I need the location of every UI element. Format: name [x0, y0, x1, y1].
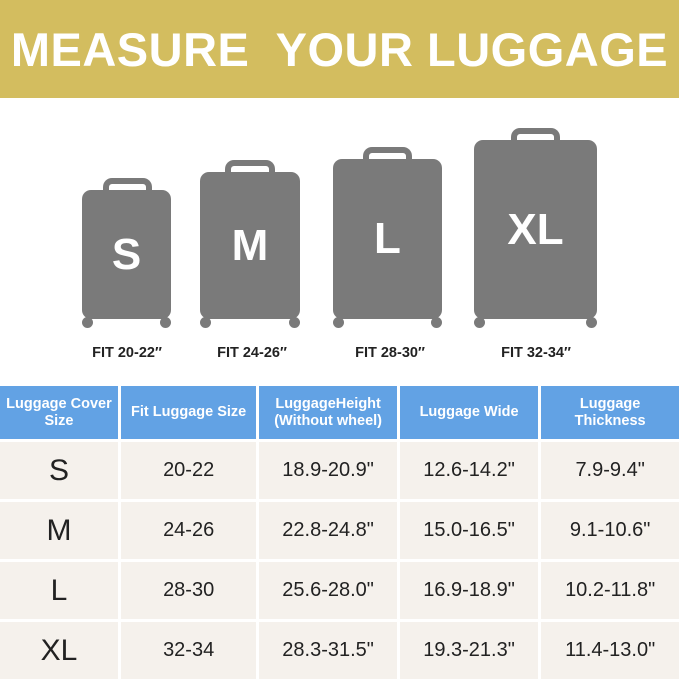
- cell: 9.1-10.6": [541, 502, 679, 559]
- cell: 32-34: [120, 622, 257, 679]
- suitcase-m-icon: M: [200, 160, 300, 328]
- fit-label: FIT 20-22″: [92, 345, 162, 361]
- size-chart-table: Luggage Cover Size Fit Luggage Size Lugg…: [0, 383, 679, 682]
- table-row: M 24-26 22.8-24.8" 15.0-16.5" 9.1-10.6": [0, 502, 679, 559]
- cell: S: [0, 442, 118, 499]
- cell: 11.4-13.0": [541, 622, 679, 679]
- cell: 18.9-20.9": [259, 442, 397, 499]
- cell: 25.6-28.0": [259, 562, 397, 619]
- cell: 19.3-21.3": [399, 622, 539, 679]
- suitcase-label: L: [333, 159, 442, 319]
- suitcase-label: XL: [474, 140, 597, 319]
- table-row: L 28-30 25.6-28.0" 16.9-18.9" 10.2-11.8": [0, 562, 679, 619]
- cell: 16.9-18.9": [399, 562, 539, 619]
- table-row: S 20-22 18.9-20.9" 12.6-14.2" 7.9-9.4": [0, 442, 679, 499]
- table-header-row: Luggage Cover Size Fit Luggage Size Lugg…: [0, 386, 679, 439]
- fit-label: FIT 28-30″: [355, 345, 425, 361]
- cell: 24-26: [120, 502, 257, 559]
- header-wide: Luggage Wide: [399, 386, 539, 439]
- cell: 15.0-16.5": [399, 502, 539, 559]
- fit-label: FIT 32-34″: [501, 345, 571, 361]
- suitcase-l-icon: L: [333, 147, 442, 328]
- suitcase-s-icon: S: [82, 178, 171, 328]
- page-title: MEASURE YOUR LUGGAGE: [0, 0, 679, 98]
- header-height: LuggageHeight (Without wheel): [259, 386, 397, 439]
- cell: XL: [0, 622, 118, 679]
- header-fit-size: Fit Luggage Size: [120, 386, 257, 439]
- header-cover-size: Luggage Cover Size: [0, 386, 118, 439]
- table-row: XL 32-34 28.3-31.5" 19.3-21.3" 11.4-13.0": [0, 622, 679, 679]
- suitcase-label: M: [200, 172, 300, 319]
- cell: 20-22: [120, 442, 257, 499]
- suitcase-xl-icon: XL: [474, 128, 597, 328]
- cell: 22.8-24.8": [259, 502, 397, 559]
- cell: 12.6-14.2": [399, 442, 539, 499]
- cell: 7.9-9.4": [541, 442, 679, 499]
- cell: L: [0, 562, 118, 619]
- cell: 28.3-31.5": [259, 622, 397, 679]
- header-thickness: Luggage Thickness: [541, 386, 679, 439]
- suitcase-label: S: [82, 190, 171, 319]
- cell: 10.2-11.8": [541, 562, 679, 619]
- cell: 28-30: [120, 562, 257, 619]
- fit-label: FIT 24-26″: [217, 345, 287, 361]
- cell: M: [0, 502, 118, 559]
